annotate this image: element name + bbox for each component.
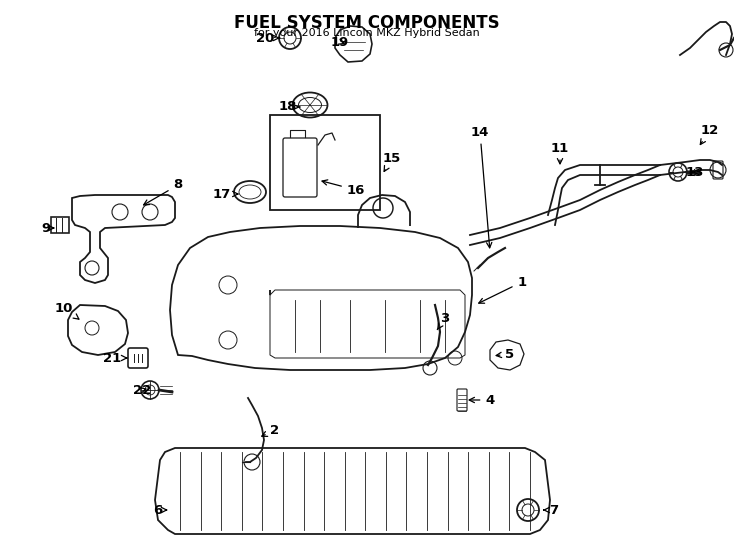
- Text: 21: 21: [103, 352, 127, 365]
- Text: 1: 1: [479, 275, 526, 303]
- Text: 19: 19: [331, 36, 349, 49]
- Text: 8: 8: [144, 179, 183, 205]
- Text: 6: 6: [153, 503, 167, 516]
- Text: 13: 13: [686, 165, 704, 179]
- Text: 22: 22: [133, 383, 151, 396]
- Text: 17: 17: [213, 187, 238, 200]
- Text: 16: 16: [322, 180, 366, 197]
- Text: 20: 20: [256, 31, 280, 44]
- Text: 7: 7: [544, 503, 559, 516]
- Text: 15: 15: [383, 152, 401, 171]
- Text: 12: 12: [700, 124, 719, 145]
- Text: 5: 5: [496, 348, 515, 361]
- Text: 11: 11: [551, 141, 569, 164]
- Text: 9: 9: [41, 221, 54, 234]
- Text: 14: 14: [470, 125, 492, 248]
- Text: for your 2016 Lincoln MKZ Hybrid Sedan: for your 2016 Lincoln MKZ Hybrid Sedan: [254, 28, 480, 38]
- Text: 3: 3: [437, 312, 450, 329]
- Text: 2: 2: [262, 423, 280, 436]
- Text: 4: 4: [469, 394, 495, 407]
- Text: FUEL SYSTEM COMPONENTS: FUEL SYSTEM COMPONENTS: [234, 14, 500, 32]
- Text: 18: 18: [279, 100, 300, 113]
- Text: 10: 10: [55, 301, 79, 319]
